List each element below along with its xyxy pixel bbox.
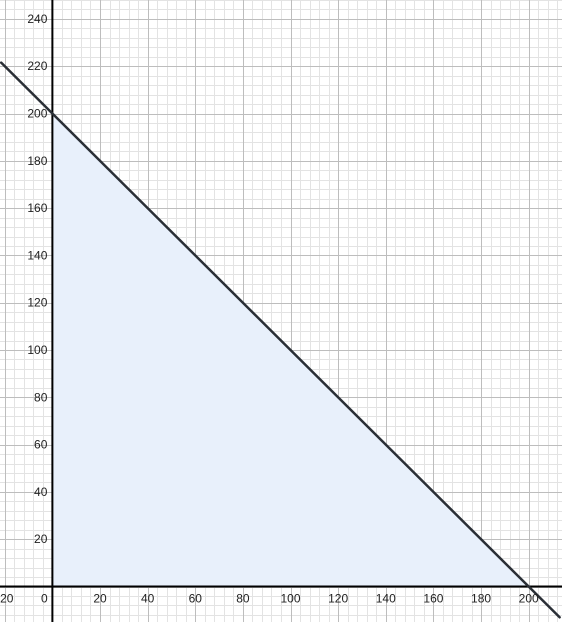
x-tick-label: 100 [281,592,301,606]
x-tick-label: 40 [141,592,155,606]
y-tick-labels: 20 40 60 80 100 120 140 160 180 200 220 240 [27,12,47,546]
x-tick-label: 180 [471,592,491,606]
y-tick-label: 120 [27,296,47,310]
x-tick-label: 140 [376,592,396,606]
y-tick-label: 220 [27,59,47,73]
y-tick-label: 160 [27,201,47,215]
x-tick-label: 160 [423,592,443,606]
x-tick-label: 200 [519,592,539,606]
y-tick-label: 180 [27,154,47,168]
y-tick-label: 140 [27,248,47,262]
series-lines [0,61,561,619]
y-tick-label: 80 [34,390,48,404]
x-tick-label: 60 [189,592,203,606]
x-tick-label: 120 [328,592,348,606]
x-tick-label: 80 [236,592,250,606]
x-tick-label: 20 [93,592,107,606]
y-tick-label: 40 [34,485,48,499]
x-tick-labels: -20 0 20 40 60 80 100 120 140 160 180 200 [0,592,539,606]
y-tick-label: 60 [34,438,48,452]
series-line-0 [0,61,561,619]
y-tick-label: 20 [34,532,48,546]
y-tick-label: 200 [27,107,47,121]
x-tick-label: -20 [0,592,14,606]
x-tick-label: 0 [41,592,48,606]
y-tick-label: 240 [27,12,47,26]
y-tick-label: 100 [27,343,47,357]
